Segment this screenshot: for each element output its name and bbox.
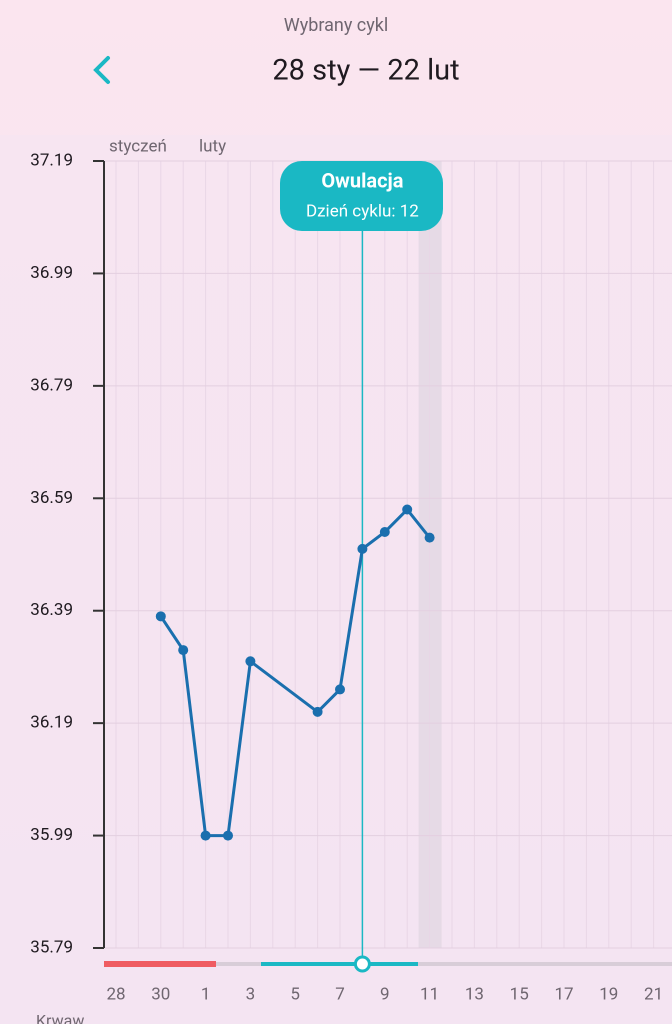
ovulation-title: Owulacja xyxy=(321,168,403,192)
ovulation-day: Dzień cyklu: 12 xyxy=(306,201,419,221)
line-segment xyxy=(181,648,208,838)
x-tick-label: 19 xyxy=(599,984,618,1004)
line-segment xyxy=(338,547,364,691)
data-point xyxy=(402,504,413,515)
x-tick-label: 28 xyxy=(106,984,125,1004)
x-tick-label: 3 xyxy=(246,984,256,1004)
data-point xyxy=(178,645,189,656)
line-segment xyxy=(383,508,409,534)
x-tick-label: 15 xyxy=(510,984,529,1004)
line-segment xyxy=(316,687,342,714)
x-tick-label: 9 xyxy=(380,984,390,1004)
x-tick-label: 11 xyxy=(420,984,439,1004)
y-tick-label: 36.19 xyxy=(30,713,73,733)
y-tick-label: 36.79 xyxy=(30,375,73,395)
legend-label: Krwaw xyxy=(36,1011,84,1024)
ovulation-marker xyxy=(353,955,371,973)
ovulation-badge xyxy=(280,161,443,231)
data-point xyxy=(200,830,211,841)
data-point xyxy=(335,684,345,695)
data-point xyxy=(155,611,166,622)
data-point xyxy=(245,656,256,667)
y-tick-label: 36.39 xyxy=(30,600,73,620)
data-point xyxy=(379,527,390,538)
y-tick-label: 36.99 xyxy=(30,263,73,283)
month-label: luty xyxy=(199,136,226,156)
line-segment xyxy=(226,659,252,838)
chart-background xyxy=(0,135,672,1024)
title: 28 sty — 22 lut xyxy=(272,54,459,88)
x-tick-label: 30 xyxy=(151,984,170,1004)
y-tick-label: 36.59 xyxy=(30,488,73,508)
y-tick-label: 37.19 xyxy=(30,150,73,170)
x-tick-label: 17 xyxy=(554,984,573,1004)
month-label: styczeń xyxy=(109,136,167,156)
data-point xyxy=(312,706,323,717)
line-segment xyxy=(405,508,432,540)
line-segment xyxy=(159,614,185,652)
back-button[interactable] xyxy=(93,56,110,84)
data-point xyxy=(357,543,368,554)
data-point xyxy=(223,830,233,841)
x-tick-label: 5 xyxy=(290,984,300,1004)
y-tick-label: 35.79 xyxy=(30,937,73,957)
x-tick-label: 7 xyxy=(335,984,345,1004)
x-tick-label: 21 xyxy=(644,984,663,1004)
x-tick-label: 13 xyxy=(465,984,484,1004)
subtitle: Wybrany cykl xyxy=(284,15,389,36)
data-point xyxy=(424,532,435,543)
x-tick-label: 1 xyxy=(201,984,211,1004)
line-segment xyxy=(248,659,320,714)
y-tick-label: 35.99 xyxy=(30,825,73,845)
